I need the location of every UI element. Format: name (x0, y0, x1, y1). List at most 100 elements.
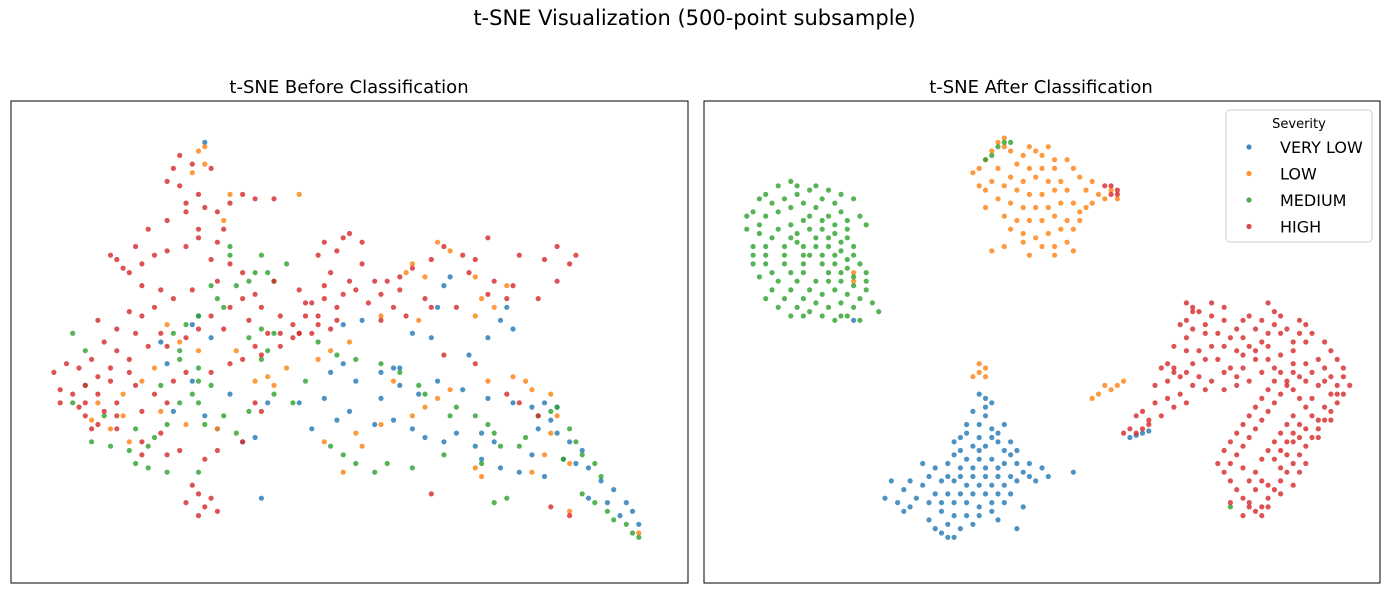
point-high (1240, 317, 1246, 323)
point-medium (409, 465, 415, 471)
point-low (1052, 213, 1058, 219)
point-medium (863, 222, 869, 228)
point-medium (579, 491, 585, 497)
point-high (145, 343, 151, 349)
point-high (57, 400, 63, 406)
point-medium (813, 183, 819, 189)
point-high (378, 291, 384, 297)
point-low (1089, 178, 1095, 184)
point-medium (807, 187, 813, 193)
point-low (435, 239, 441, 245)
point-high (1309, 330, 1315, 336)
point-high (57, 387, 63, 393)
point-low (340, 469, 346, 475)
point-medium (604, 508, 611, 514)
point-low (851, 270, 857, 276)
point-high (403, 313, 409, 319)
point-high (1252, 487, 1259, 493)
point-high (1209, 313, 1215, 319)
point-high (240, 439, 246, 445)
point-high (1284, 421, 1290, 428)
point-high (1296, 330, 1303, 336)
point-high (107, 365, 114, 371)
panel-before-title: t-SNE Before Classification (229, 77, 468, 98)
point-medium (844, 217, 850, 224)
point-medium (807, 226, 813, 232)
point-low (1089, 395, 1095, 401)
point-very-low (479, 430, 485, 436)
point-low (472, 313, 478, 319)
point-medium (807, 252, 813, 258)
point-medium (775, 209, 781, 215)
point-high (1303, 443, 1309, 449)
point-high (214, 239, 220, 245)
point-high (1215, 356, 1221, 362)
point-low (1095, 391, 1102, 397)
point-low (390, 378, 397, 384)
point-medium (233, 283, 239, 289)
panel-after-points (744, 135, 1353, 540)
point-medium (315, 339, 321, 345)
point-high (195, 491, 202, 497)
point-very-low (296, 400, 302, 406)
point-high (334, 317, 340, 323)
point-medium (750, 261, 756, 267)
point-high (164, 248, 170, 254)
point-low (1026, 252, 1032, 258)
point-medium (750, 209, 756, 215)
point-high (397, 274, 403, 280)
point-high (296, 330, 302, 336)
point-low (214, 426, 220, 432)
point-high (1328, 408, 1334, 414)
point-very-low (453, 430, 459, 436)
point-high (1259, 395, 1265, 401)
point-high (1246, 343, 1252, 349)
point-medium (504, 495, 510, 501)
point-high (221, 326, 227, 332)
point-high (95, 317, 101, 323)
point-medium (794, 239, 800, 245)
point-medium (819, 217, 825, 224)
point-high (1265, 495, 1271, 501)
point-high (114, 400, 120, 406)
point-medium (170, 330, 176, 336)
point-low (1039, 243, 1045, 250)
point-medium (813, 300, 819, 306)
point-high (1278, 352, 1284, 358)
legend-label-high: HIGH (1280, 218, 1321, 237)
point-medium (769, 287, 775, 293)
point-very-low (529, 404, 535, 410)
point-high (1108, 191, 1114, 197)
point-low (970, 170, 976, 176)
point-medium (800, 200, 807, 206)
point-low (1070, 226, 1076, 232)
point-low (422, 404, 428, 410)
point-very-low (1014, 478, 1020, 484)
point-low (1001, 213, 1007, 219)
point-medium (788, 270, 794, 276)
point-low (548, 430, 554, 436)
point-high (1183, 317, 1189, 323)
point-low (221, 217, 227, 224)
point-medium (271, 330, 277, 336)
point-very-low (951, 534, 957, 540)
point-low (567, 508, 573, 514)
point-low (1121, 378, 1127, 384)
point-high (189, 287, 195, 293)
point-medium (825, 235, 832, 241)
point-high (1315, 356, 1321, 362)
point-medium (592, 500, 598, 506)
point-medium (788, 178, 794, 184)
point-medium (781, 196, 788, 202)
point-medium (800, 296, 807, 302)
point-low (479, 473, 485, 480)
point-medium (472, 413, 478, 419)
point-medium (781, 261, 788, 267)
point-medium (788, 222, 794, 228)
point-low (447, 387, 453, 393)
point-very-low (976, 513, 982, 519)
point-low (1039, 165, 1045, 171)
point-medium (756, 230, 763, 237)
point-high (158, 330, 164, 336)
point-low (177, 339, 183, 345)
